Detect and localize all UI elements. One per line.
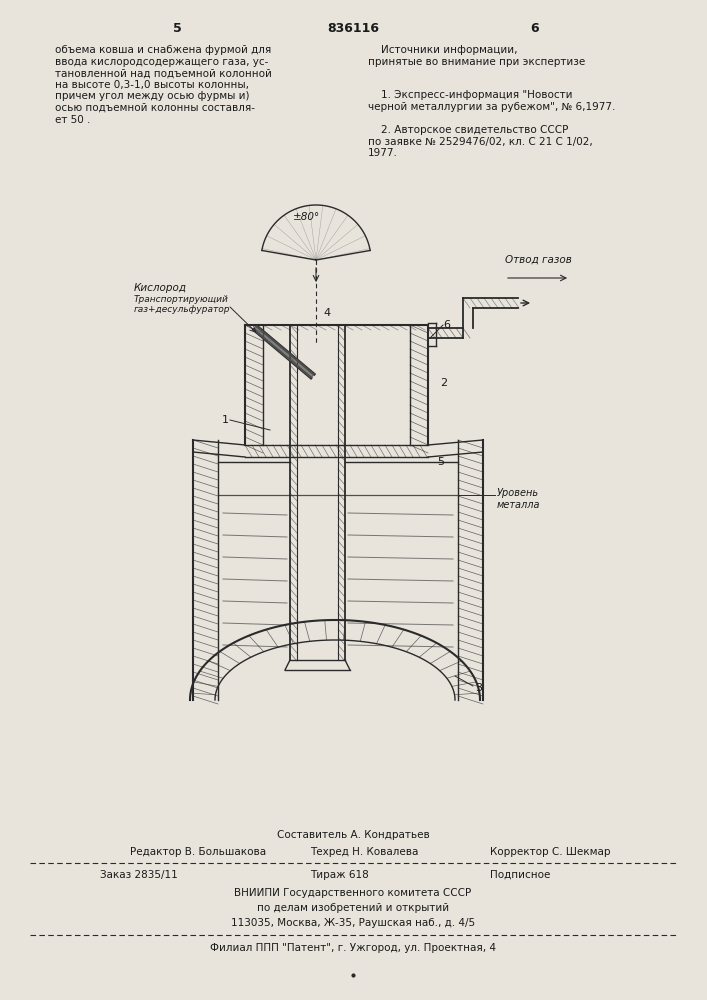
- Text: 1: 1: [222, 415, 229, 425]
- Text: металла: металла: [497, 500, 540, 510]
- Polygon shape: [254, 326, 314, 378]
- Text: 113035, Москва, Ж-35, Раушская наб., д. 4/5: 113035, Москва, Ж-35, Раушская наб., д. …: [231, 918, 475, 928]
- Text: ±80°: ±80°: [293, 212, 321, 222]
- Text: Филиал ППП "Патент", г. Ужгород, ул. Проектная, 4: Филиал ППП "Патент", г. Ужгород, ул. Про…: [210, 943, 496, 953]
- Text: Транспортирующий
газ+десульфуратор: Транспортирующий газ+десульфуратор: [134, 295, 230, 314]
- Text: 3: 3: [475, 683, 482, 693]
- Text: 5: 5: [437, 457, 444, 467]
- Text: Уровень: Уровень: [497, 488, 539, 498]
- Text: по делам изобретений и открытий: по делам изобретений и открытий: [257, 903, 449, 913]
- Text: Подписное: Подписное: [490, 870, 550, 880]
- Text: 6: 6: [531, 22, 539, 35]
- Text: 5: 5: [173, 22, 182, 35]
- Text: объема ковша и снабжена фурмой для
ввода кислородсодержащего газа, ус-
тановленн: объема ковша и снабжена фурмой для ввода…: [55, 45, 272, 125]
- Text: Тираж 618: Тираж 618: [310, 870, 369, 880]
- Text: Редактор В. Большакова: Редактор В. Большакова: [130, 847, 266, 857]
- Text: ВНИИПИ Государственного комитета СССР: ВНИИПИ Государственного комитета СССР: [235, 888, 472, 898]
- Text: 6: 6: [443, 320, 450, 330]
- Text: 2: 2: [440, 378, 447, 388]
- Text: Заказ 2835/11: Заказ 2835/11: [100, 870, 177, 880]
- Text: Кислород: Кислород: [134, 283, 187, 293]
- Text: 4: 4: [323, 308, 330, 318]
- Text: 836116: 836116: [327, 22, 379, 35]
- Text: 1. Экспресс-информация "Новости
черной металлургии за рубежом", № 6,1977.: 1. Экспресс-информация "Новости черной м…: [368, 90, 615, 112]
- Text: Техред Н. Ковалева: Техред Н. Ковалева: [310, 847, 419, 857]
- Text: Составитель А. Кондратьев: Составитель А. Кондратьев: [276, 830, 429, 840]
- Text: Отвод газов: Отвод газов: [505, 255, 572, 265]
- Text: Источники информации,
принятые во внимание при экспертизе: Источники информации, принятые во вниман…: [368, 45, 585, 67]
- Text: 2. Авторское свидетельство СССР
по заявке № 2529476/02, кл. С 21 С 1/02,
1977.: 2. Авторское свидетельство СССР по заявк…: [368, 125, 592, 158]
- Text: Корректор С. Шекмар: Корректор С. Шекмар: [490, 847, 611, 857]
